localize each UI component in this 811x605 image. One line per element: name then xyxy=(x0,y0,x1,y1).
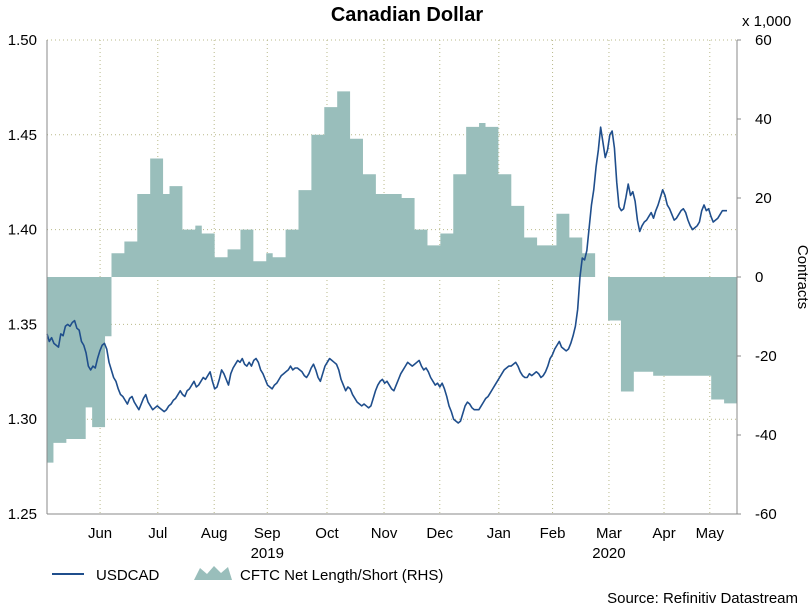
right-tick-label: 0 xyxy=(755,269,763,286)
x-year-label: 2020 xyxy=(592,545,625,562)
legend-cftc: CFTC Net Length/Short (RHS) xyxy=(240,567,443,584)
usdcad-line xyxy=(46,126,727,424)
right-tick-label: -60 xyxy=(755,506,777,523)
right-tick-label: 40 xyxy=(755,111,772,128)
right-tick-label: 20 xyxy=(755,190,772,207)
x-tick-label: May xyxy=(696,525,725,542)
x-tick-label: Mar xyxy=(596,525,622,542)
legend-usdcad: USDCAD xyxy=(96,567,160,584)
right-axis-label: Contracts xyxy=(794,245,811,309)
x-tick-label: Jun xyxy=(88,525,112,542)
left-tick-label: 1.30 xyxy=(8,411,37,428)
cftc-area-layer xyxy=(47,91,737,463)
x-tick-label: Jul xyxy=(148,525,167,542)
source-note: Source: Refinitiv Datastream xyxy=(607,590,798,605)
legend-area-swatch xyxy=(194,566,232,580)
left-tick-label: 1.40 xyxy=(8,222,37,239)
right-tick-label: -40 xyxy=(755,427,777,444)
cftc-area xyxy=(47,91,737,463)
x-tick-label: Aug xyxy=(201,525,228,542)
x-tick-label: Dec xyxy=(426,525,453,542)
x-tick-label: Nov xyxy=(371,525,398,542)
legend: USDCAD CFTC Net Length/Short (RHS) xyxy=(52,566,443,584)
left-axis-ticks: 1.25 1.30 1.35 1.40 1.45 1.50 xyxy=(8,32,37,523)
left-tick-label: 1.25 xyxy=(8,506,37,523)
right-tick-label: 60 xyxy=(755,32,772,49)
x-tick-label: Oct xyxy=(315,525,339,542)
right-tick-label: -20 xyxy=(755,348,777,365)
x-tick-label: Apr xyxy=(652,525,675,542)
usdcad-line-layer xyxy=(46,126,727,424)
x-tick-label: Feb xyxy=(540,525,566,542)
left-tick-label: 1.45 xyxy=(8,127,37,144)
x-year-label: 2019 xyxy=(251,545,284,562)
right-axis-multiplier: x 1,000 xyxy=(742,13,791,30)
right-axis-ticks: -60 -40 -20 0 20 40 60 xyxy=(737,32,777,523)
chart-title: Canadian Dollar xyxy=(331,4,483,26)
x-axis-ticks: Jun Jul Aug Sep Oct Nov Dec Jan Feb Mar Apr May 2019… xyxy=(88,525,724,562)
left-tick-label: 1.50 xyxy=(8,32,37,49)
x-tick-label: Sep xyxy=(254,525,281,542)
x-tick-label: Jan xyxy=(487,525,511,542)
left-tick-label: 1.35 xyxy=(8,316,37,333)
